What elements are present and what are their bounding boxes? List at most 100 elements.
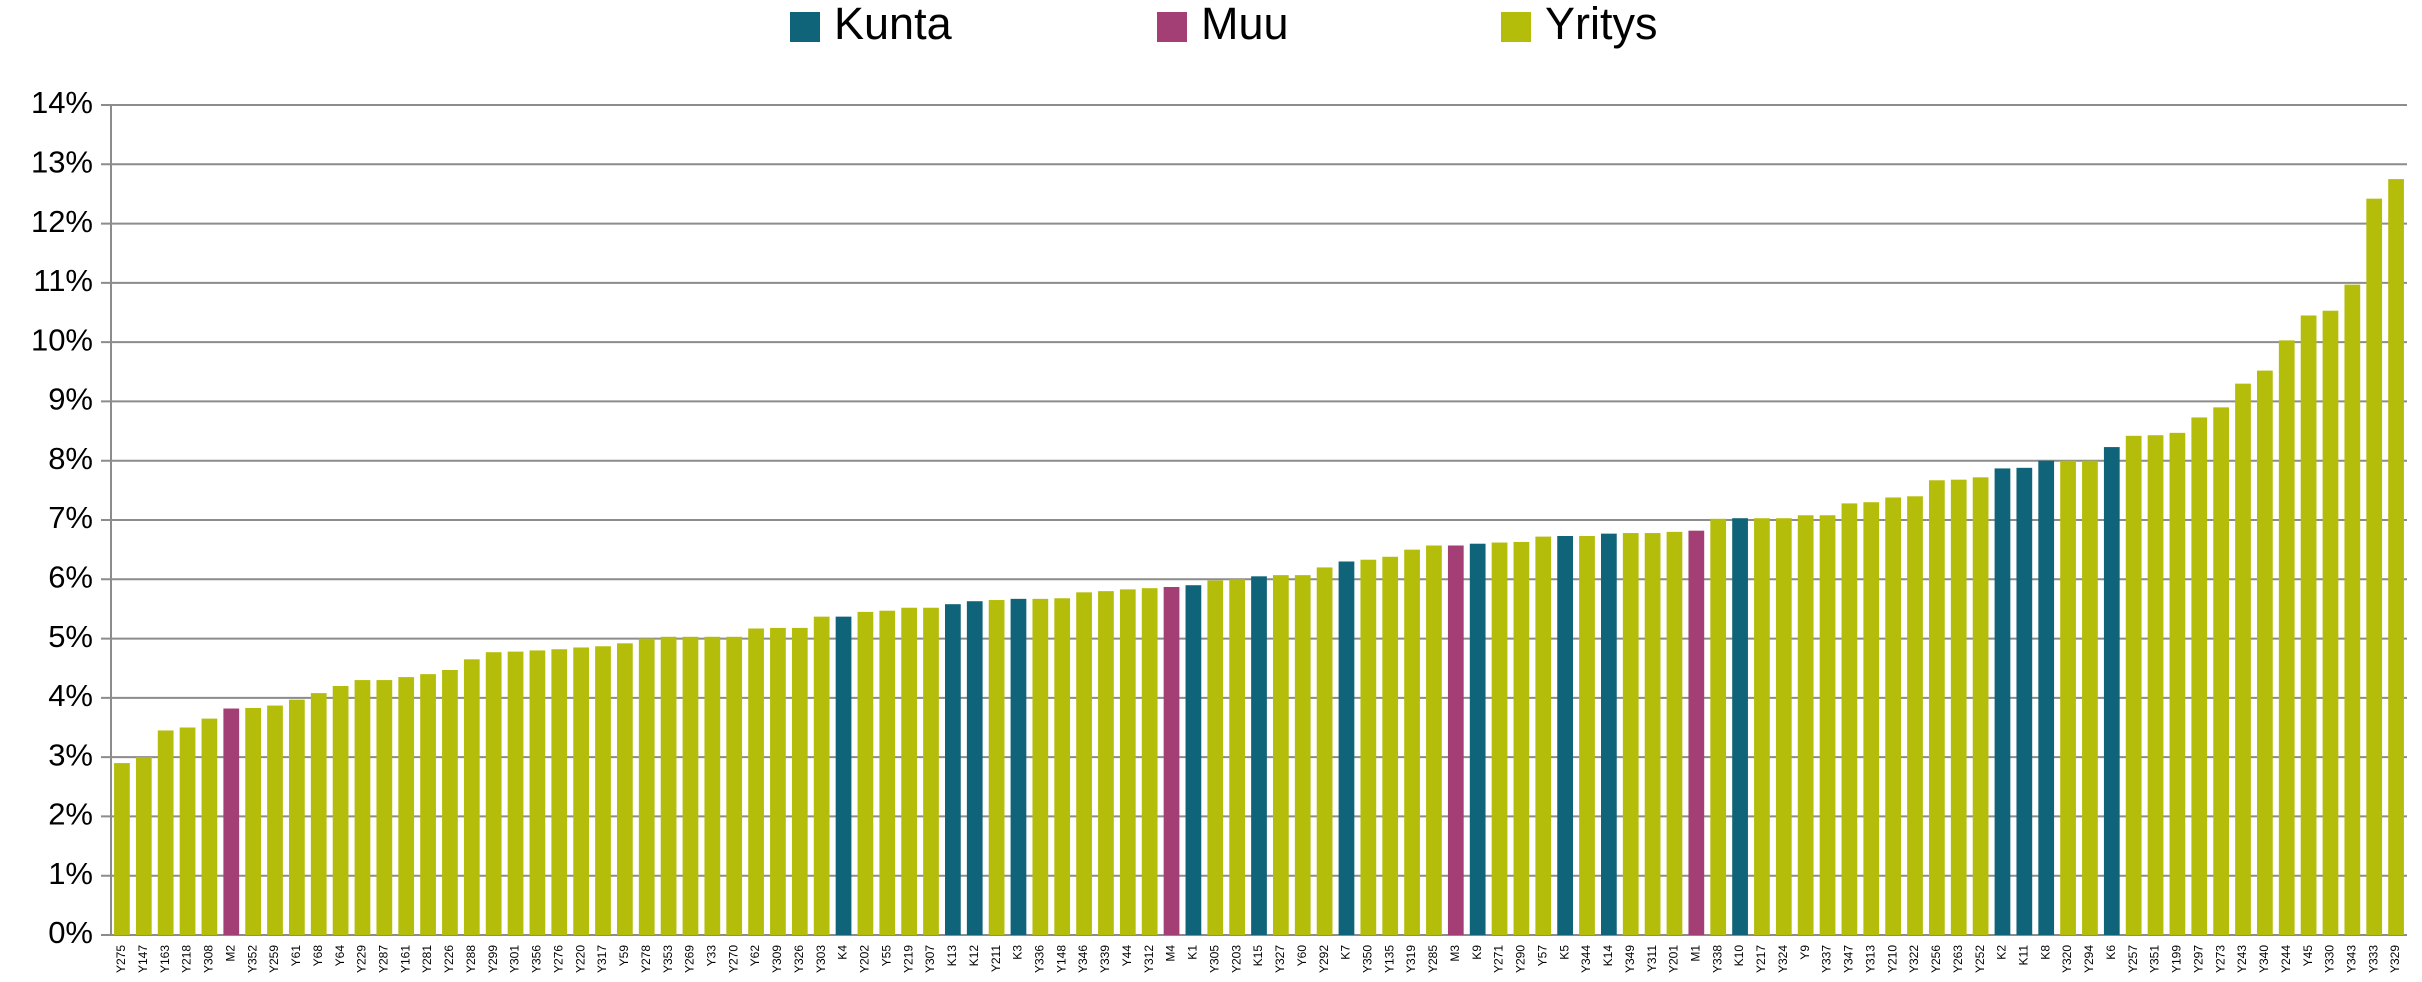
x-tick-label: Y259: [267, 945, 281, 973]
y-tick-label: 7%: [48, 500, 93, 535]
x-tick-label: Y226: [442, 945, 456, 973]
x-tick-label: Y320: [2060, 945, 2074, 973]
bar: [2016, 467, 2033, 935]
x-tick-label: Y330: [2323, 945, 2337, 973]
bar: [2366, 198, 2383, 935]
bar: [1907, 496, 1923, 935]
x-tick-label: K14: [1601, 945, 1615, 967]
bar: [573, 647, 590, 935]
bar: [1775, 518, 1792, 935]
x-tick-label: Y55: [879, 945, 893, 967]
bar: [2169, 432, 2186, 935]
bar: [310, 693, 327, 935]
x-tick-label: Y353: [661, 945, 675, 973]
x-tick-label: Y59: [617, 945, 631, 967]
x-tick-label: Y299: [486, 945, 500, 973]
x-tick-label: K7: [1339, 945, 1353, 960]
bar: [1185, 585, 1202, 935]
bar: [1644, 533, 1661, 935]
x-tick-label: Y243: [2235, 945, 2249, 973]
y-tick-label: 11%: [33, 263, 93, 298]
bar: [114, 763, 130, 935]
bar: [857, 611, 874, 935]
bar: [2060, 460, 2076, 935]
x-tick-label: Y326: [792, 945, 806, 973]
bar: [1950, 479, 1967, 935]
bar: [1622, 533, 1639, 935]
x-tick-label: K2: [1995, 945, 2009, 960]
bar: [2235, 383, 2251, 936]
bar: [1316, 567, 1333, 935]
bar: [1863, 502, 1880, 935]
x-tick-label: Y244: [2279, 945, 2293, 973]
x-tick-label: Y343: [2345, 945, 2359, 973]
x-tick-label: Y269: [683, 945, 697, 973]
x-tick-label: M1: [1689, 945, 1703, 962]
legend-label: Yritys: [1545, 0, 1658, 49]
x-tick-label: Y339: [1098, 945, 1112, 973]
x-tick-label: Y285: [1426, 945, 1440, 973]
bar: [507, 651, 524, 935]
bar: [2082, 460, 2098, 935]
bar: [770, 627, 786, 935]
x-tick-label: Y356: [530, 945, 544, 973]
bar: [660, 636, 677, 935]
bar: [923, 607, 939, 935]
bar: [1491, 542, 1508, 935]
x-tick-label: K4: [836, 945, 850, 960]
y-tick-label: 3%: [48, 737, 93, 772]
x-tick-label: K11: [2017, 945, 2031, 966]
bar: [2322, 310, 2339, 935]
bar: [1710, 518, 1727, 935]
x-tick-label: Y311: [1645, 945, 1659, 972]
bar: [2344, 284, 2361, 935]
x-tick-label: K13: [945, 945, 959, 967]
x-tick-label: Y60: [1295, 945, 1309, 967]
bar: [1688, 530, 1705, 935]
bar: [2038, 460, 2055, 935]
bar: [2256, 370, 2273, 936]
x-tick-label: Y309: [770, 945, 784, 973]
x-tick-label: K5: [1557, 945, 1571, 960]
x-tick-label: Y278: [639, 945, 653, 973]
bar: [1098, 591, 1114, 935]
x-tick-label: Y297: [2191, 945, 2205, 973]
legend-label: Muu: [1201, 0, 1289, 49]
y-tick-label: 14%: [31, 85, 93, 120]
y-tick-label: 6%: [48, 559, 93, 594]
bar: [398, 677, 415, 935]
bar: [2103, 447, 2120, 935]
x-tick-label: Y161: [398, 945, 412, 973]
bar: [1994, 468, 2011, 935]
bar: [2300, 315, 2317, 935]
bar: [791, 627, 808, 935]
x-tick-label: Y276: [551, 945, 565, 973]
bar: [704, 636, 721, 935]
bar: [748, 628, 764, 935]
bar: [1754, 518, 1770, 935]
x-tick-label: Y9: [1798, 945, 1812, 960]
legend-label: Kunta: [834, 0, 953, 49]
x-tick-label: Y148: [1054, 945, 1068, 973]
x-tick-label: Y305: [1207, 945, 1221, 973]
x-tick-label: Y257: [2126, 945, 2140, 973]
x-tick-label: Y307: [923, 945, 937, 973]
bar: [1272, 575, 1289, 935]
legend-swatch: [1501, 12, 1531, 42]
x-tick-label: Y219: [901, 945, 915, 973]
bar: [595, 646, 611, 935]
x-tick-label: Y350: [1361, 945, 1375, 973]
bar: [1141, 588, 1158, 935]
bar: [1251, 576, 1267, 935]
x-tick-label: Y294: [2082, 945, 2096, 973]
x-tick-label: Y45: [2301, 945, 2315, 967]
bar: [2388, 179, 2404, 935]
x-tick-label: Y44: [1120, 945, 1134, 967]
x-tick-label: Y337: [1820, 945, 1834, 973]
bar: [1732, 518, 1748, 935]
x-tick-label: Y290: [1514, 945, 1528, 973]
bar: [682, 636, 699, 935]
x-tick-label: Y210: [1885, 945, 1899, 973]
bar: [442, 669, 458, 935]
